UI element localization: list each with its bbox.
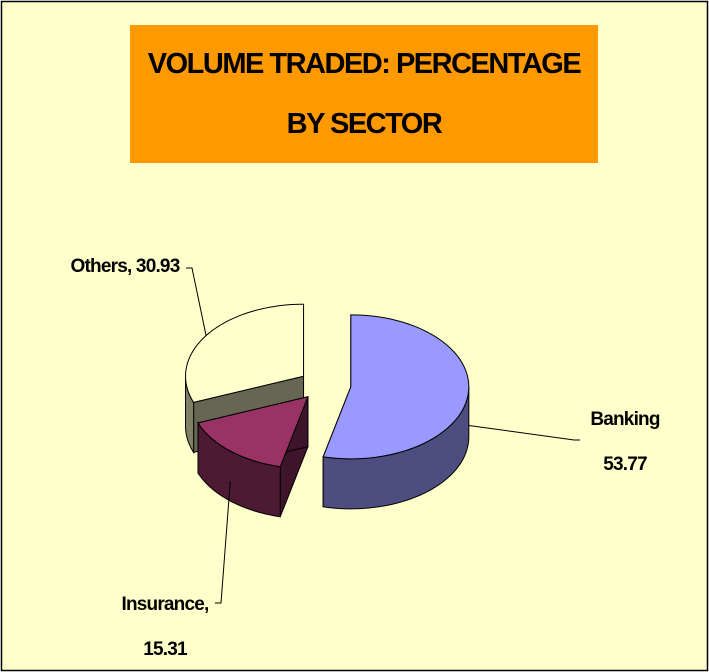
data-label-value: 53.77 bbox=[603, 454, 647, 475]
slice bbox=[197, 396, 309, 518]
leader-line bbox=[467, 424, 580, 441]
slice-top bbox=[197, 396, 309, 468]
data-label: Others, 30.93 bbox=[71, 256, 180, 277]
leader-line bbox=[215, 480, 231, 604]
slice-top bbox=[322, 314, 470, 460]
leader-line bbox=[186, 267, 207, 336]
chart-title: VOLUME TRADED: PERCENTAGE BY SECTOR bbox=[130, 25, 598, 163]
data-label-value: 15.31 bbox=[143, 639, 188, 660]
data-label-category: Banking bbox=[590, 409, 660, 430]
data-label-value: 30.93 bbox=[136, 256, 180, 277]
data-label-category: Insurance, bbox=[121, 594, 209, 615]
slice bbox=[322, 314, 470, 510]
data-label-category: Others, bbox=[71, 256, 132, 277]
